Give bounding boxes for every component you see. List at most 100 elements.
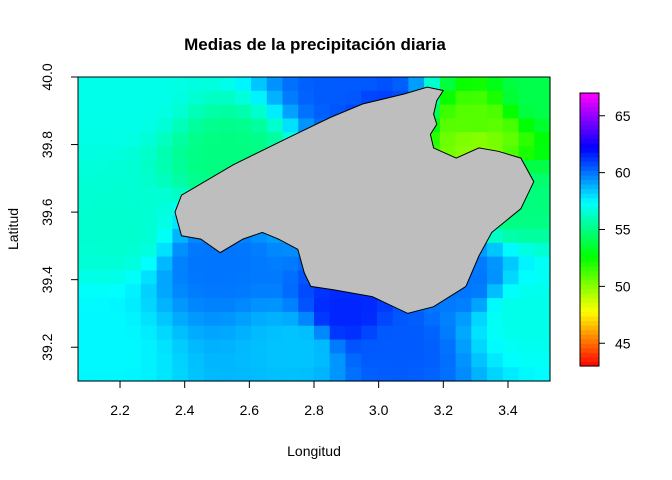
heatmap-cell [424, 311, 441, 327]
heatmap-cell [282, 90, 299, 106]
legend-color-step [580, 211, 599, 217]
heatmap-cell [251, 284, 268, 299]
heatmap-cell [125, 215, 142, 230]
heatmap-cell [109, 298, 126, 313]
heatmap-cell [439, 118, 457, 133]
heatmap-cell [219, 104, 236, 120]
heatmap-cell [78, 118, 95, 133]
heatmap-cell [172, 270, 189, 285]
x-tick-label: 2.6 [240, 402, 260, 418]
heatmap-cell [518, 229, 535, 244]
legend-color-step [580, 133, 599, 140]
heatmap-cell [471, 298, 488, 313]
legend-color-step [580, 338, 599, 344]
heatmap-cell [78, 104, 95, 120]
heatmap-cell [219, 256, 236, 272]
heatmap-cell [93, 90, 111, 106]
heatmap-cell [376, 339, 394, 354]
heatmap-cell [188, 256, 205, 272]
heatmap-cell [518, 132, 535, 147]
heatmap-cell [251, 339, 268, 354]
heatmap-cell [487, 270, 504, 285]
heatmap-cell [471, 270, 488, 285]
heatmap-cell [251, 367, 268, 382]
heatmap-cell [345, 325, 362, 341]
heatmap-cell [203, 104, 221, 120]
heatmap-cell [534, 118, 551, 133]
heatmap-cell [156, 132, 173, 147]
heatmap-cell [251, 353, 268, 368]
x-tick-label: 2.4 [175, 402, 195, 418]
heatmap-cell [534, 284, 551, 299]
heatmap-cell [376, 311, 394, 327]
heatmap-cell [78, 367, 95, 382]
heatmap-cell [235, 90, 252, 106]
legend-color-step [580, 193, 599, 199]
heatmap-cell [109, 284, 126, 299]
heatmap-cell [487, 104, 504, 120]
heatmap-cell [424, 339, 441, 354]
heatmap-cell [518, 90, 535, 106]
heatmap-cell [298, 284, 315, 299]
heatmap-cell [408, 77, 425, 92]
heatmap-cell [78, 90, 95, 106]
legend-tick-label: 65 [615, 108, 631, 124]
heatmap-cell [188, 159, 205, 175]
heatmap-cell [219, 284, 236, 299]
island-polygon [174, 86, 535, 314]
heatmap-cell [109, 159, 126, 175]
heatmap-cell [78, 270, 95, 285]
heatmap-cell [109, 173, 126, 189]
heatmap-cell [172, 90, 189, 106]
heatmap-cell [156, 187, 173, 202]
heatmap-cell [140, 201, 158, 216]
heatmap-cell [140, 242, 158, 258]
heatmap-cell [424, 353, 441, 368]
heatmap-cell [329, 325, 347, 341]
heatmap-cell [251, 325, 268, 341]
heatmap-cell [471, 90, 488, 106]
y-tick-label: 39.2 [39, 333, 55, 360]
heatmap-cell [534, 201, 551, 216]
heatmap-cell [125, 77, 142, 92]
heatmap-cell [156, 229, 173, 244]
legend-color-step [580, 188, 599, 194]
heatmap-cell [314, 90, 331, 106]
heatmap-cell [376, 353, 394, 368]
heatmap-cell [455, 311, 472, 327]
heatmap-cell [314, 367, 331, 382]
heatmap-cell [502, 132, 520, 147]
heatmap-cell [251, 132, 268, 147]
heatmap-cell [518, 311, 535, 327]
legend-color-step [580, 288, 599, 294]
heatmap-cell [78, 201, 95, 216]
heatmap-cell [266, 77, 284, 92]
heatmap-cell [172, 325, 189, 341]
heatmap-cell [125, 90, 142, 106]
heatmap-cell [345, 353, 362, 368]
heatmap-cell [125, 201, 142, 216]
heatmap-cell [266, 90, 284, 106]
heatmap-cell [392, 339, 409, 354]
heatmap-cell [235, 298, 252, 313]
heatmap-cell [534, 242, 551, 258]
heatmap-cell [125, 325, 142, 341]
heatmap-cell [487, 118, 504, 133]
heatmap-cell [455, 77, 472, 92]
heatmap-cell [93, 284, 111, 299]
heatmap-cell [172, 298, 189, 313]
legend-color-step [580, 315, 599, 322]
legend-color-step [580, 275, 599, 281]
heatmap-cell [203, 284, 221, 299]
heatmap-cell [93, 104, 111, 120]
heatmap-cell [109, 367, 126, 382]
heatmap-cell [345, 367, 362, 382]
legend-tick-label: 45 [615, 335, 631, 351]
heatmap-cell [188, 284, 205, 299]
heatmap-cell [266, 104, 284, 120]
heatmap-cell [219, 298, 236, 313]
heatmap-cell [156, 77, 173, 92]
heatmap-cell [282, 367, 299, 382]
heatmap-cell [203, 311, 221, 327]
legend-color-step [580, 93, 599, 99]
